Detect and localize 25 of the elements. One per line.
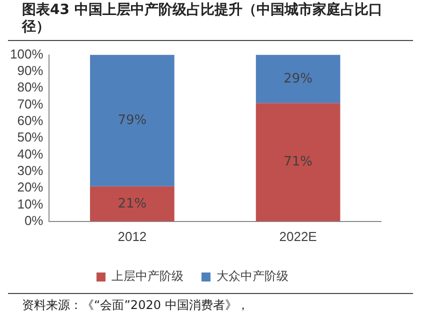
chart-title: 图表43 中国上层中产阶级占比提升（中国城市家庭占比口径）	[8, 0, 413, 41]
data-label: 71%	[284, 154, 313, 170]
y-tick-label: 80%	[17, 80, 44, 95]
y-tick-label: 10%	[17, 196, 44, 212]
x-tick-label: 2022E	[279, 228, 318, 244]
data-label: 79%	[118, 112, 147, 128]
y-tick-label: 90%	[17, 63, 44, 78]
bar	[256, 54, 340, 104]
y-tick-label: 0%	[24, 212, 44, 228]
x-tick-label: 2012	[118, 228, 147, 244]
bar	[90, 54, 174, 186]
y-tick-label: 70%	[17, 96, 44, 112]
y-tick-label: 40%	[17, 146, 44, 162]
y-tick-label: 50%	[17, 130, 44, 145]
y-tick-label: 100%	[10, 46, 44, 62]
y-tick-label: 20%	[17, 180, 44, 195]
bar	[90, 186, 174, 222]
text: 资料来源：《“会面”2020 中国消费者》，	[22, 297, 250, 314]
data-label: 21%	[118, 196, 147, 212]
legend-label: 上层中产阶级	[112, 269, 184, 284]
data-label: 29%	[284, 71, 313, 86]
y-tick-label: 60%	[17, 113, 44, 128]
y-tick-label: 30%	[17, 163, 44, 178]
bar	[256, 103, 340, 222]
legend-label: 大众中产阶级	[216, 269, 288, 284]
